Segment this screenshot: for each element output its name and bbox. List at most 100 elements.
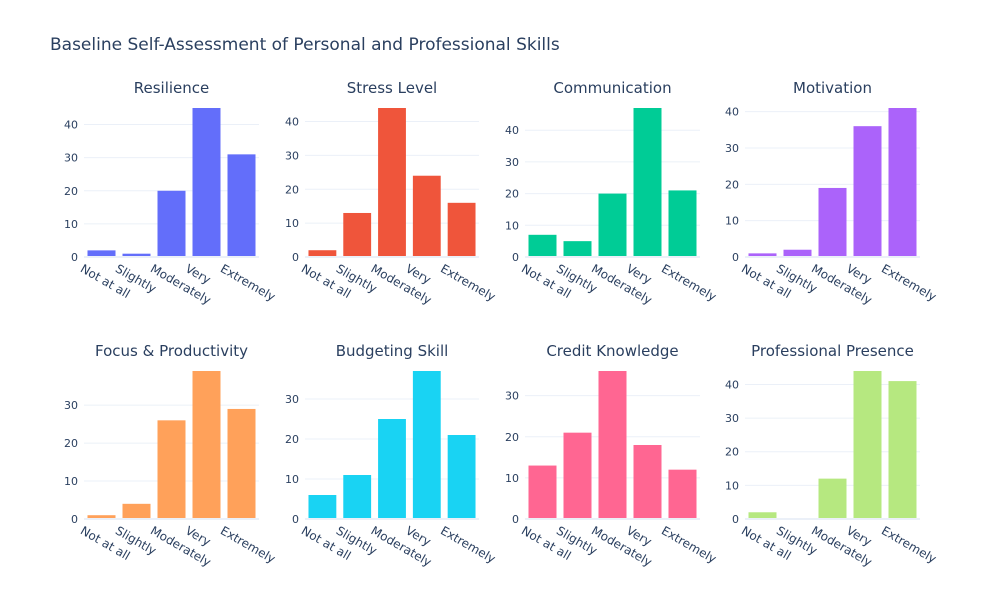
y-tick-label: 0 xyxy=(71,251,78,264)
bar-communication-extremely xyxy=(668,190,697,257)
y-tick-label: 0 xyxy=(512,251,519,264)
y-tick-label: 10 xyxy=(725,215,739,228)
bar-resilience-moderately xyxy=(157,190,186,257)
bar-motivation-very xyxy=(853,126,882,257)
bar-communication-moderately xyxy=(598,193,627,257)
y-tick-label: 30 xyxy=(285,149,299,162)
figure-title: Baseline Self-Assessment of Personal and… xyxy=(50,35,560,55)
bar-motivation-slightly xyxy=(783,249,812,257)
bar-stress-level-very xyxy=(412,175,441,257)
y-tick-label: 0 xyxy=(292,513,299,526)
x-tick-label: Extremely xyxy=(438,261,498,304)
x-tick-label: Extremely xyxy=(218,523,278,566)
y-tick-label: 10 xyxy=(505,219,519,232)
bar-stress-level-moderately xyxy=(378,108,406,257)
x-tick-label: Extremely xyxy=(218,261,278,304)
y-tick-label: 20 xyxy=(64,185,78,198)
bar-focus-productivity-slightly xyxy=(122,503,151,519)
y-tick-label: 0 xyxy=(732,251,739,264)
subplot-title-focus-productivity: Focus & Productivity xyxy=(95,342,248,360)
bar-credit-knowledge-slightly xyxy=(563,432,592,519)
x-tick-label: Extremely xyxy=(879,523,939,566)
bar-resilience-extremely xyxy=(227,154,256,257)
y-tick-label: 30 xyxy=(285,393,299,406)
y-tick-label: 10 xyxy=(64,475,78,488)
x-tick-label: Extremely xyxy=(659,261,719,304)
y-tick-label: 10 xyxy=(285,217,299,230)
y-tick-label: 20 xyxy=(505,431,519,444)
y-tick-label: 0 xyxy=(732,513,739,526)
bar-resilience-not-at-all xyxy=(87,250,116,257)
x-tick-label: Extremely xyxy=(879,261,939,304)
bar-credit-knowledge-very xyxy=(633,445,662,519)
x-tick-label: Extremely xyxy=(438,523,498,566)
x-tick-label: Extremely xyxy=(659,523,719,566)
bar-resilience-very xyxy=(192,108,221,257)
bar-credit-knowledge-not-at-all xyxy=(528,465,557,519)
y-tick-label: 30 xyxy=(505,156,519,169)
bar-budgeting-skill-not-at-all xyxy=(308,495,337,519)
bar-professional-presence-very xyxy=(853,371,882,519)
y-tick-label: 20 xyxy=(285,183,299,196)
subplot-title-credit-knowledge: Credit Knowledge xyxy=(546,342,678,360)
subplot-title-motivation: Motivation xyxy=(793,79,872,97)
y-tick-label: 20 xyxy=(505,188,519,201)
y-tick-label: 40 xyxy=(725,106,739,119)
bar-professional-presence-not-at-all xyxy=(748,512,777,519)
bar-budgeting-skill-moderately xyxy=(378,419,406,519)
bar-focus-productivity-very xyxy=(192,371,221,519)
y-tick-label: 20 xyxy=(285,433,299,446)
bar-motivation-extremely xyxy=(888,108,917,257)
y-tick-label: 30 xyxy=(64,399,78,412)
y-tick-label: 0 xyxy=(512,513,519,526)
y-tick-label: 30 xyxy=(64,152,78,165)
bar-professional-presence-extremely xyxy=(888,381,917,519)
bar-focus-productivity-not-at-all xyxy=(87,515,116,519)
subplot-title-stress-level: Stress Level xyxy=(347,79,437,97)
y-tick-label: 10 xyxy=(505,472,519,485)
bar-budgeting-skill-very xyxy=(412,371,441,519)
y-tick-label: 20 xyxy=(725,178,739,191)
bar-resilience-slightly xyxy=(122,253,151,257)
y-tick-label: 10 xyxy=(725,479,739,492)
bar-stress-level-extremely xyxy=(447,202,476,257)
y-tick-label: 40 xyxy=(725,378,739,391)
y-tick-label: 30 xyxy=(725,412,739,425)
bar-professional-presence-moderately xyxy=(818,478,847,519)
y-tick-label: 20 xyxy=(64,437,78,450)
y-tick-label: 40 xyxy=(505,124,519,137)
y-tick-label: 20 xyxy=(725,446,739,459)
y-tick-label: 40 xyxy=(285,116,299,129)
bar-credit-knowledge-moderately xyxy=(598,371,627,519)
bar-budgeting-skill-extremely xyxy=(447,435,476,519)
y-tick-label: 30 xyxy=(505,390,519,403)
bar-motivation-moderately xyxy=(818,187,847,257)
bar-motivation-not-at-all xyxy=(748,253,777,257)
bar-communication-very xyxy=(633,108,662,257)
y-tick-label: 10 xyxy=(64,218,78,231)
bar-credit-knowledge-extremely xyxy=(668,469,697,519)
bar-budgeting-skill-slightly xyxy=(343,475,372,519)
y-tick-label: 0 xyxy=(292,251,299,264)
subplot-title-resilience: Resilience xyxy=(134,79,210,97)
y-tick-label: 40 xyxy=(64,119,78,132)
subplot-title-professional-presence: Professional Presence xyxy=(751,342,914,360)
subplot-title-communication: Communication xyxy=(553,79,671,97)
bar-focus-productivity-extremely xyxy=(227,408,256,519)
subplot-title-budgeting-skill: Budgeting Skill xyxy=(336,342,449,360)
bar-stress-level-slightly xyxy=(343,212,372,257)
y-tick-label: 30 xyxy=(725,142,739,155)
y-tick-label: 0 xyxy=(71,513,78,526)
bar-communication-not-at-all xyxy=(528,234,557,257)
bar-focus-productivity-moderately xyxy=(157,420,186,519)
